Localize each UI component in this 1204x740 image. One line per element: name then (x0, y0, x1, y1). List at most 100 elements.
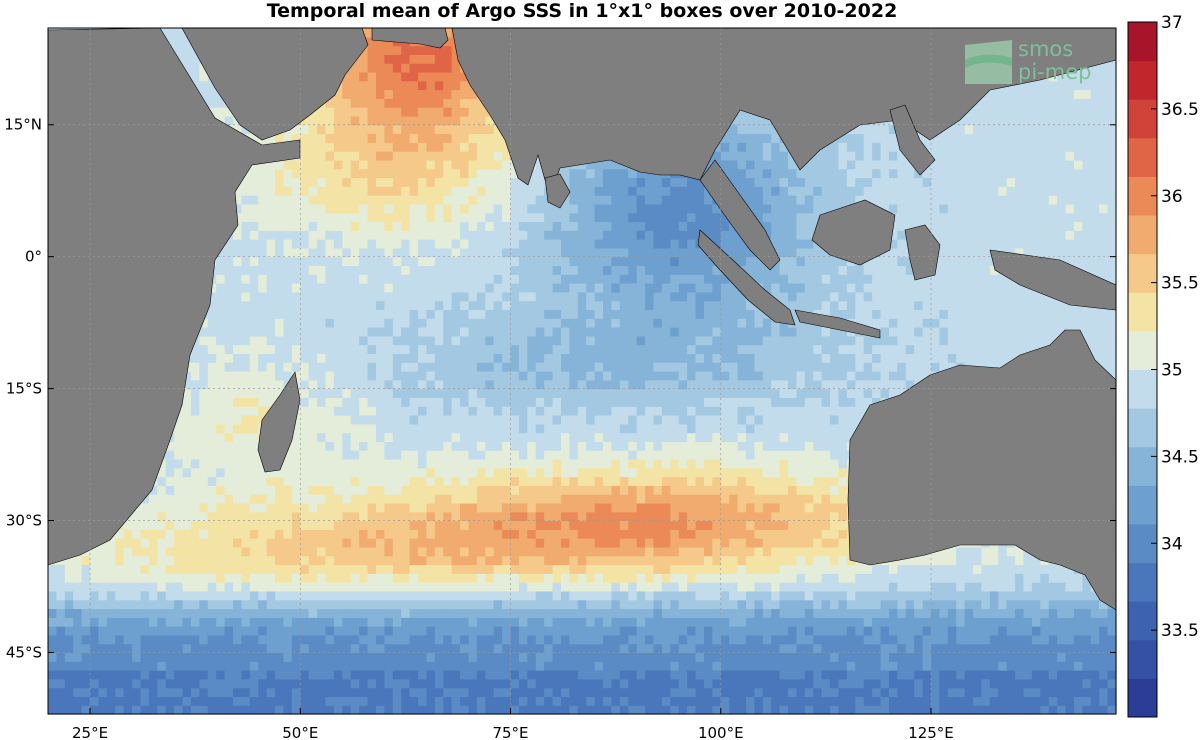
sss-cell (233, 582, 243, 592)
sss-cell (434, 186, 444, 196)
sss-cell (275, 661, 285, 671)
sss-cell (409, 643, 419, 654)
sss-cell (199, 414, 209, 425)
sss-cell (224, 441, 234, 451)
sss-cell (418, 538, 428, 548)
sss-cell (375, 626, 385, 636)
sss-cell (544, 335, 554, 346)
sss-cell (443, 371, 453, 381)
sss-cell (241, 599, 251, 610)
sss-cell (325, 696, 335, 706)
sss-cell (552, 529, 562, 539)
sss-cell (375, 643, 385, 654)
sss-cell (476, 142, 486, 152)
sss-cell (367, 309, 377, 319)
sss-cell (317, 203, 327, 214)
sss-cell (342, 239, 352, 249)
sss-cell (552, 406, 562, 416)
sss-cell (216, 256, 226, 267)
sss-cell (359, 634, 369, 645)
sss-cell (468, 652, 478, 662)
sss-cell (577, 441, 587, 451)
sss-cell (224, 450, 234, 460)
sss-cell (317, 362, 327, 372)
sss-cell (48, 705, 58, 715)
sss-cell (308, 388, 318, 398)
sss-cell (308, 379, 318, 390)
sss-cell (325, 511, 335, 522)
sss-cell (502, 291, 512, 302)
sss-cell (544, 617, 554, 627)
sss-cell (535, 318, 545, 328)
sss-cell (384, 590, 394, 601)
sss-cell (367, 327, 377, 337)
sss-cell (544, 634, 554, 645)
sss-cell (476, 494, 486, 504)
sss-cell (350, 538, 360, 548)
sss-cell (418, 626, 428, 636)
sss-cell (350, 124, 360, 135)
sss-cell (577, 626, 587, 636)
sss-cell (367, 335, 377, 346)
sss-cell (544, 476, 554, 486)
sss-cell (308, 423, 318, 434)
sss-cell (241, 195, 251, 205)
sss-cell (350, 432, 360, 442)
sss-cell (384, 670, 394, 680)
sss-cell (544, 678, 554, 689)
sss-cell (375, 397, 385, 407)
sss-cell (317, 300, 327, 311)
sss-cell (392, 159, 402, 170)
sss-cell (350, 458, 360, 469)
sss-cell (426, 239, 436, 249)
sss-cell (148, 502, 158, 513)
sss-cell (434, 590, 444, 601)
sss-cell (485, 590, 495, 601)
sss-cell (325, 318, 335, 328)
sss-cell (275, 344, 285, 355)
sss-cell (384, 309, 394, 319)
sss-cell (552, 291, 562, 302)
sss-cell (132, 564, 142, 574)
sss-cell (249, 441, 259, 451)
sss-cell (132, 511, 142, 522)
sss-cell (199, 652, 209, 662)
sss-cell (350, 705, 360, 715)
sss-cell (476, 485, 486, 495)
sss-cell (552, 309, 562, 319)
sss-cell (460, 538, 470, 548)
sss-cell (140, 590, 150, 601)
sss-cell (300, 696, 310, 706)
sss-cell (241, 203, 251, 214)
sss-cell (90, 617, 100, 627)
sss-cell (418, 599, 428, 610)
sss-cell (367, 63, 377, 73)
sss-cell (132, 608, 142, 618)
sss-cell (140, 643, 150, 654)
sss-cell (510, 441, 520, 451)
sss-cell (64, 608, 74, 618)
sss-cell (434, 678, 444, 689)
sss-cell (535, 626, 545, 636)
sss-cell (409, 652, 419, 662)
sss-cell (418, 335, 428, 346)
sss-cell (359, 344, 369, 355)
sss-cell (510, 239, 520, 249)
sss-cell (300, 458, 310, 469)
sss-cell (569, 230, 579, 240)
sss-cell (443, 582, 453, 592)
sss-cell (569, 362, 579, 372)
sss-cell (544, 485, 554, 495)
sss-cell (325, 467, 335, 478)
sss-cell (510, 388, 520, 398)
sss-cell (409, 186, 419, 196)
sss-cell (418, 494, 428, 504)
sss-cell (325, 634, 335, 645)
sss-cell (384, 652, 394, 662)
sss-cell (174, 617, 184, 627)
sss-cell (569, 590, 579, 601)
sss-cell (375, 195, 385, 205)
sss-cell (434, 555, 444, 566)
sss-cell (258, 397, 268, 407)
sss-cell (216, 626, 226, 636)
